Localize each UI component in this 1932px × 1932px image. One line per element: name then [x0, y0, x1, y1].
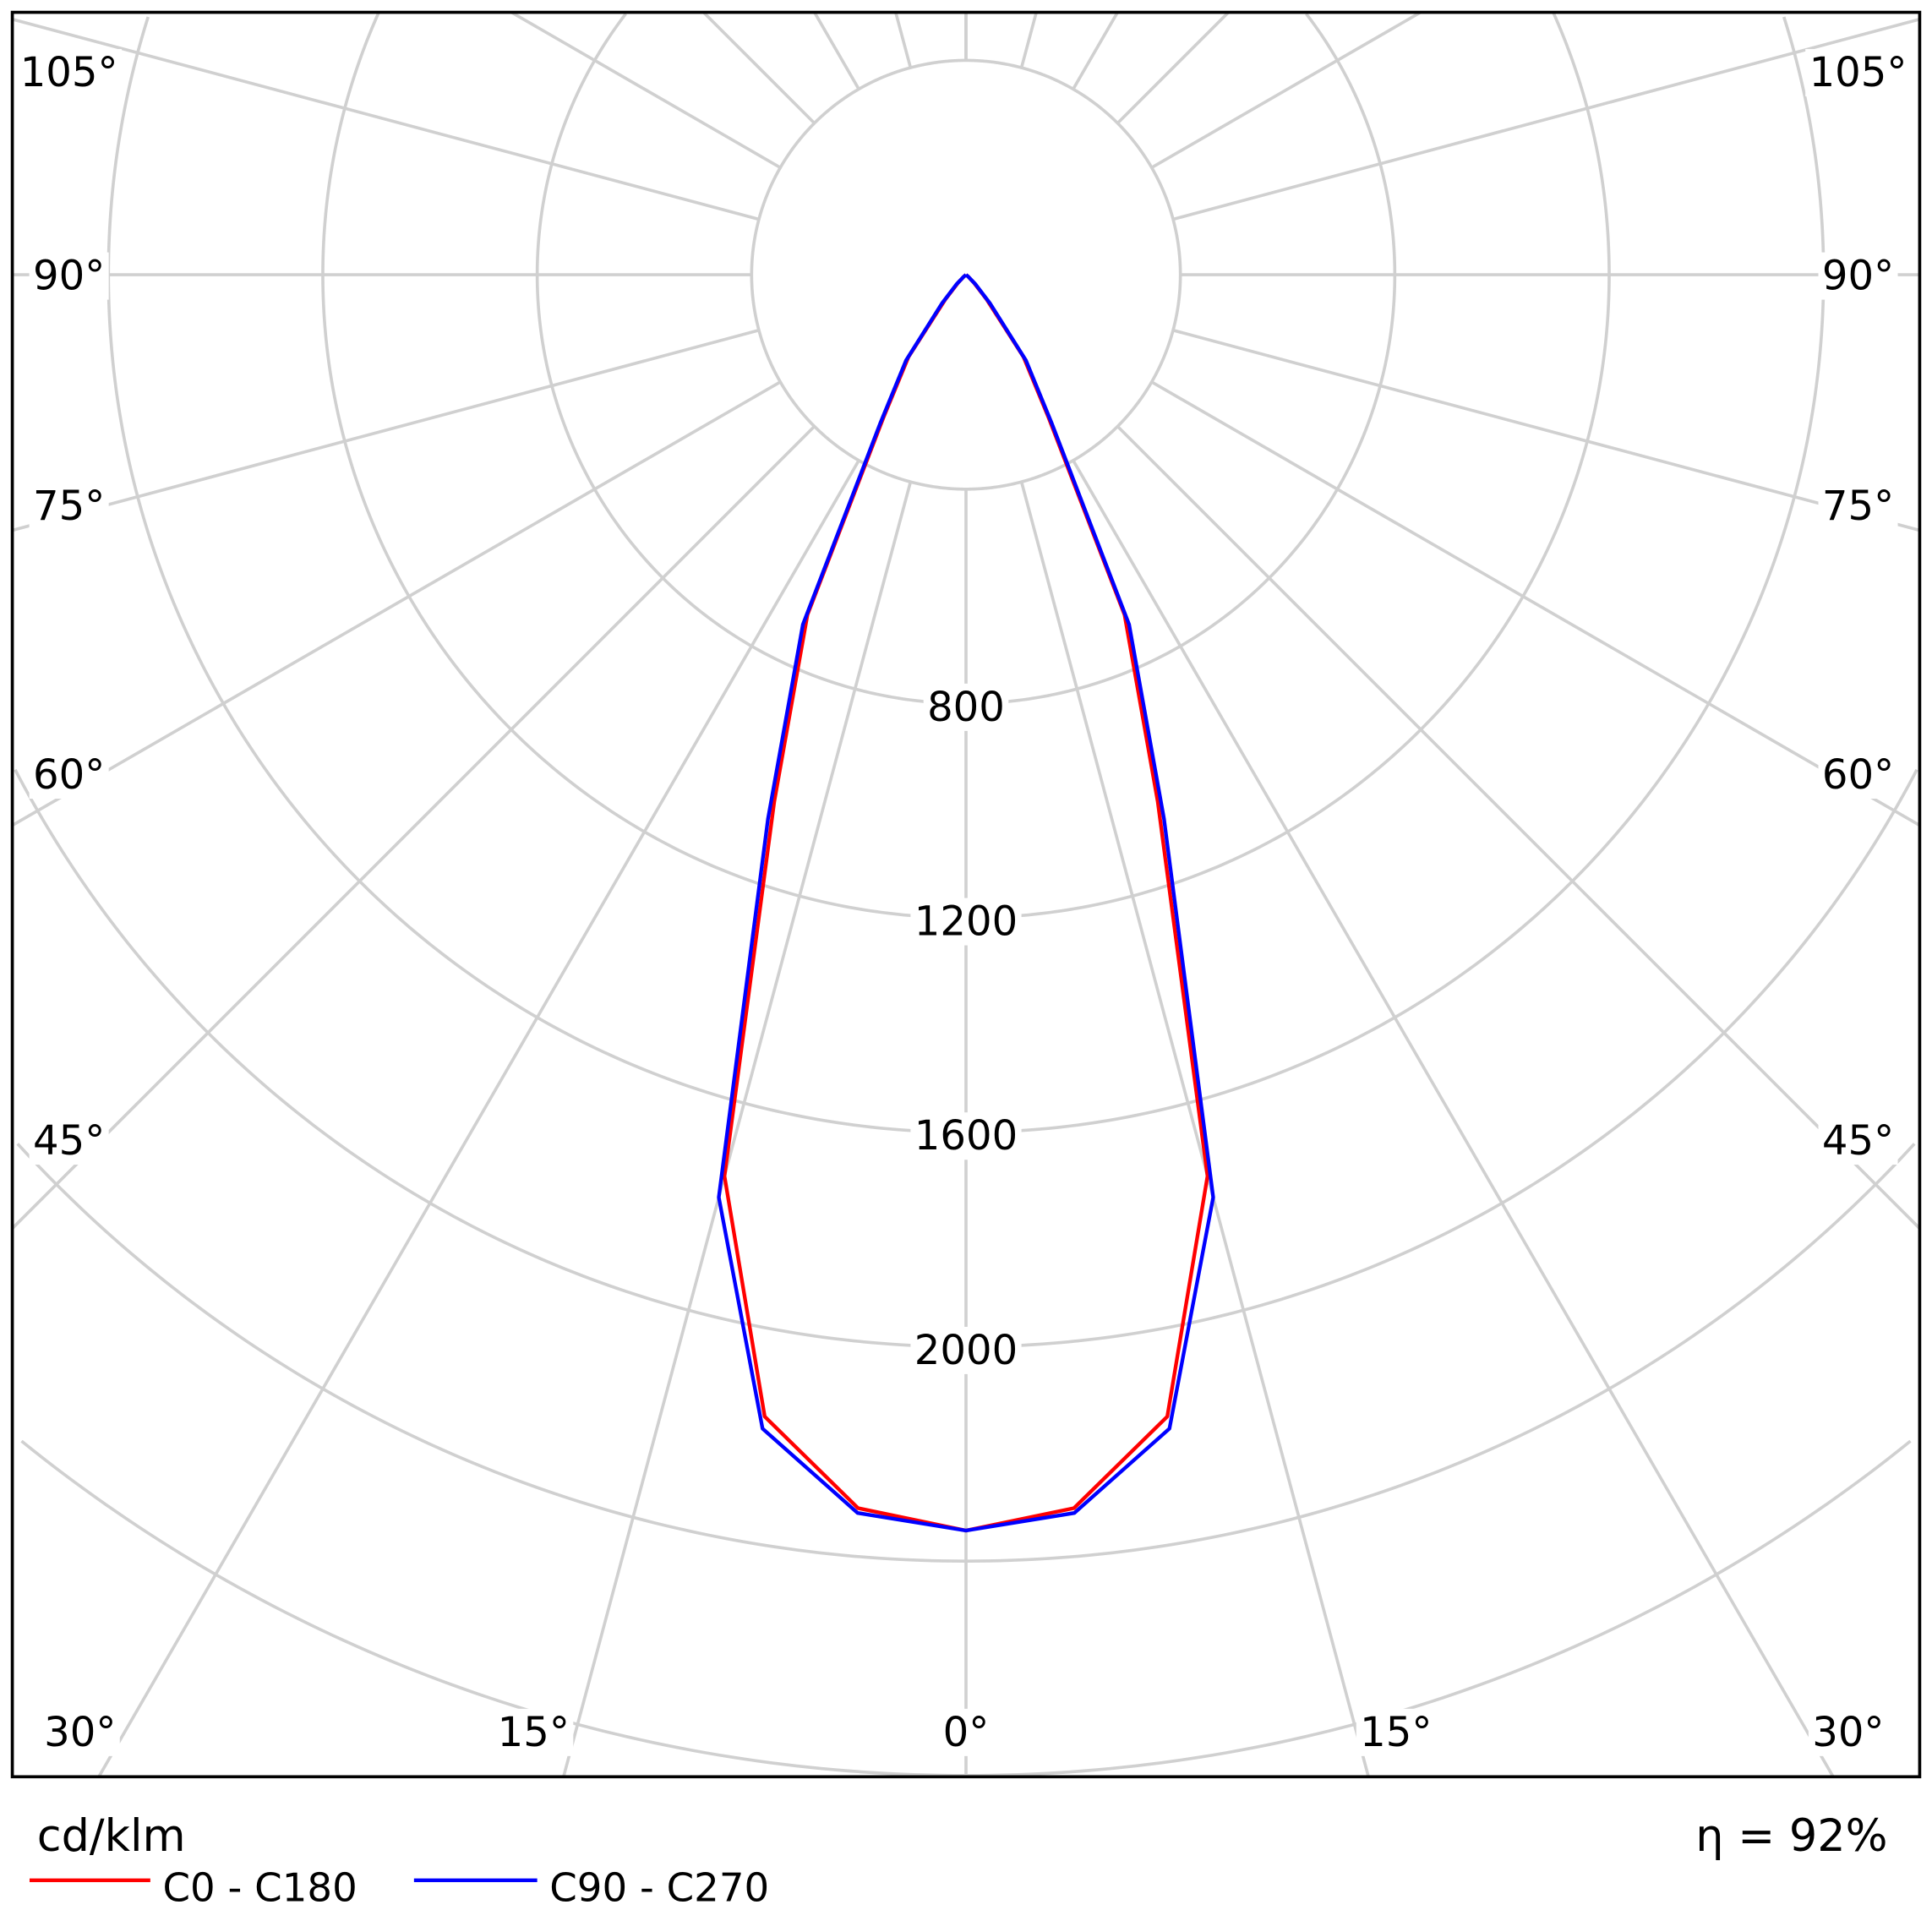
- angle-label-left-bg: [29, 252, 109, 300]
- grid-ray: [813, 12, 860, 90]
- legend-label-c0: C0 - C180: [162, 1866, 357, 1912]
- angle-label-left: 30°: [44, 1709, 116, 1756]
- grid-ray: [12, 380, 782, 827]
- angle-label-right: 75°: [1822, 483, 1894, 530]
- radial-tick-label: 1600: [914, 1112, 1018, 1160]
- angle-label-left: 45°: [33, 1117, 105, 1165]
- angle-label-left: 60°: [33, 751, 105, 799]
- radial-tick-label-bg: [923, 683, 1009, 731]
- angle-label-bottom: 0°: [943, 1709, 990, 1756]
- angle-label-bottom-bg: [939, 1708, 993, 1756]
- radial-tick-label: 1200: [914, 898, 1018, 946]
- grid-ray: [1116, 425, 1920, 1230]
- angle-label-right-bg: [1818, 252, 1898, 300]
- grid-circle: [321, 12, 1611, 920]
- grid-circle: [16, 1143, 1916, 1563]
- series-curve-1: [717, 273, 1215, 1533]
- grid-ray: [97, 459, 860, 1777]
- angle-label-right-bg: [1805, 49, 1911, 97]
- angle-label-left-bg: [16, 49, 122, 97]
- curves: [717, 273, 1215, 1533]
- angle-label-left-bg: [29, 483, 109, 531]
- grid-circle: [14, 768, 1918, 1349]
- grid-ray: [894, 12, 913, 68]
- grid-ray: [12, 17, 760, 221]
- angle-label-right: 90°: [1822, 253, 1894, 300]
- grid-ray: [1150, 12, 1422, 169]
- angle-label-left: 90°: [33, 253, 105, 300]
- grid-ray: [1172, 17, 1920, 221]
- grid-circle: [20, 1439, 1912, 1777]
- angle-label-right: 45°: [1822, 1117, 1894, 1165]
- angle-label-right: 30°: [1812, 1709, 1884, 1756]
- angle-label-left-bg: [29, 751, 109, 800]
- axis-labels: 800 1200 1600 2000 105° 105° 90° 90° 75° 75° 60° 60…: [16, 49, 1911, 1756]
- angle-label-right: 60°: [1822, 751, 1894, 799]
- angle-label-left: 105°: [20, 49, 118, 96]
- grid-ray: [1116, 12, 1230, 125]
- angle-label-right-bg: [1818, 751, 1898, 800]
- grid-ray: [1019, 481, 1370, 1777]
- efficiency-label: η = 92%: [1695, 1810, 1887, 1862]
- polar-grid: [12, 12, 1920, 1777]
- angle-label-left: 75°: [33, 483, 105, 530]
- legend-label-c90: C90 - C270: [549, 1866, 769, 1912]
- radial-tick-label-bg: [910, 1112, 1022, 1160]
- angle-label-left-bg: [40, 1708, 120, 1756]
- angle-label-right-bg: [1818, 483, 1898, 531]
- angle-label-right-bg: [1818, 1117, 1898, 1165]
- grid-ray: [1150, 380, 1920, 827]
- radial-tick-label-bg: [910, 898, 1022, 946]
- grid-ray: [1072, 459, 1835, 1777]
- grid-ray: [562, 481, 913, 1777]
- radial-tick-label-bg: [910, 1326, 1022, 1374]
- grid-ray: [1019, 12, 1038, 68]
- grid-ray: [510, 12, 782, 169]
- radial-tick-label: 2000: [914, 1327, 1018, 1374]
- angle-label-bottom: 15°: [1360, 1709, 1432, 1756]
- angle-label-right: 105°: [1809, 49, 1907, 96]
- unit-label: cd/klm: [37, 1810, 186, 1862]
- angle-label-right-bg: [1808, 1708, 1888, 1756]
- angle-label-left-bg: [29, 1117, 109, 1165]
- legend: C0 - C180 C90 - C270: [29, 1866, 769, 1912]
- plot-frame: [10, 10, 1922, 1779]
- grid-ray: [1172, 329, 1920, 532]
- angle-label-bottom-bg: [494, 1708, 574, 1756]
- grid-ray: [702, 12, 816, 125]
- angle-label-bottom-bg: [1356, 1708, 1436, 1756]
- radial-tick-label: 800: [927, 684, 1005, 731]
- grid-ray: [12, 329, 760, 532]
- grid-circle: [535, 13, 1397, 706]
- grid-ray: [1072, 12, 1119, 90]
- angle-label-bottom: 15°: [498, 1709, 570, 1756]
- grid-ray: [12, 425, 816, 1230]
